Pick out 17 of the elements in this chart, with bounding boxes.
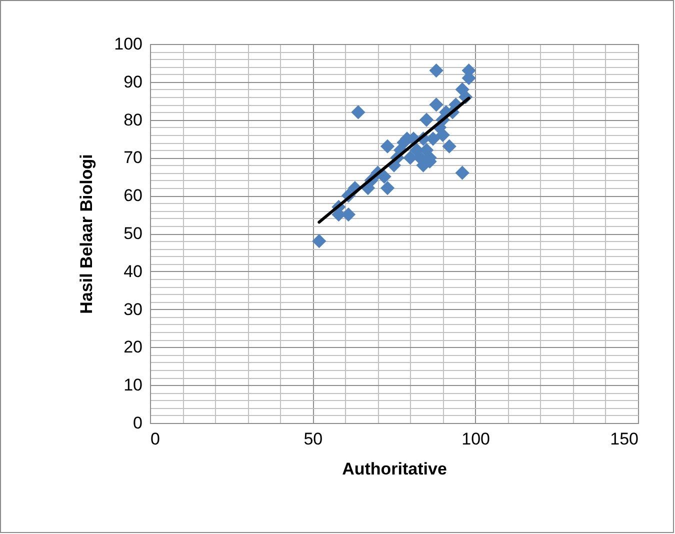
x-axis-title: Authoritative <box>342 460 447 478</box>
y-tick-label: 10 <box>124 376 142 395</box>
y-tick-label: 90 <box>124 72 142 92</box>
y-tick-label: 0 <box>133 414 142 432</box>
y-tick-label: 20 <box>124 338 142 357</box>
y-tick-label: 80 <box>124 110 142 130</box>
x-tick-label: 0 <box>150 430 160 448</box>
x-tick-label: 50 <box>304 430 323 448</box>
y-axis-title: Hasil Belaar Biologi <box>77 154 96 314</box>
y-tick-label: 50 <box>124 224 142 243</box>
y-tick-label: 60 <box>124 186 142 206</box>
y-tick-label: 70 <box>124 148 142 168</box>
y-tick-label: 100 <box>114 34 142 54</box>
x-tick-label: 150 <box>610 430 638 448</box>
x-tick-label: 100 <box>462 430 490 448</box>
y-tick-label: 30 <box>124 300 142 319</box>
y-tick-label: 40 <box>124 262 142 281</box>
